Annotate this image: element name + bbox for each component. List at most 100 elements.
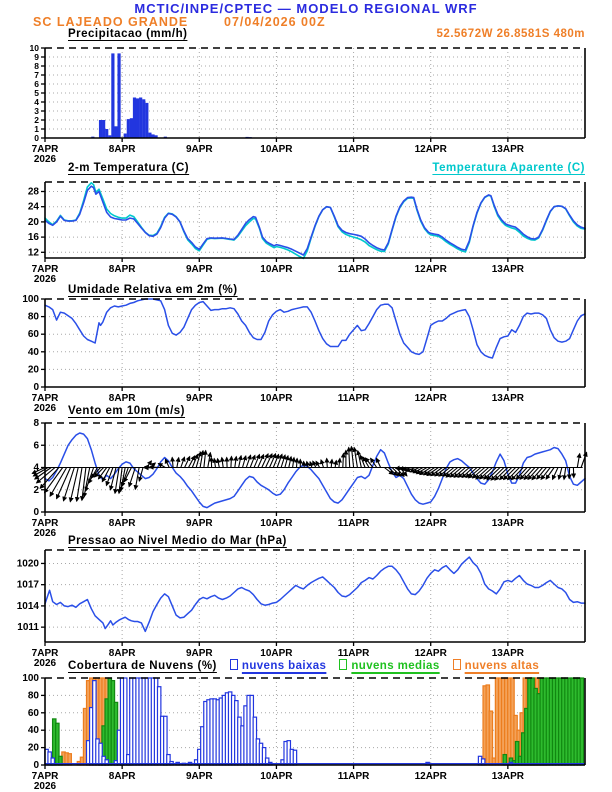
precip-bar: [114, 126, 118, 138]
x-axis-year: 2026: [34, 781, 57, 792]
x-tick-label: 12APR: [415, 648, 448, 659]
y-tick-label: 80: [28, 312, 40, 323]
y-tick-label: 0: [33, 382, 39, 393]
wind-title: Vento em 10m (m/s): [68, 405, 186, 417]
y-tick-label: 1017: [17, 580, 40, 591]
mid-clouds-swatch-icon: [339, 659, 348, 670]
precip-bar: [108, 135, 112, 138]
y-tick-label: 6: [33, 440, 39, 451]
line-2-m-Temperatura-(C): [44, 185, 586, 256]
y-tick-label: 0: [33, 507, 39, 518]
precip-bar: [117, 53, 121, 138]
y-tick-label: 100: [22, 673, 39, 684]
x-axis-year: 2026: [34, 403, 57, 414]
x-tick-label: 7APR: [32, 264, 59, 275]
y-tick-label: 1011: [17, 622, 39, 633]
temperature-title: 2-m Temperatura (C): [68, 162, 190, 174]
y-tick-label: 9: [34, 52, 39, 62]
y-tick-label: 2: [33, 485, 39, 496]
precip-bar: [129, 118, 133, 138]
humidity-title: Umidade Relativa em 2m (%): [68, 284, 238, 296]
x-tick-label: 11APR: [338, 648, 370, 659]
x-tick-label: 8APR: [109, 518, 136, 529]
x-tick-label: 10APR: [260, 264, 293, 275]
x-tick-label: 9APR: [186, 518, 213, 529]
x-tick-label: 7APR: [32, 771, 59, 782]
low-clouds-swatch-icon: [229, 659, 238, 670]
precip-bar: [151, 134, 155, 138]
y-tick-label: 6: [34, 79, 39, 89]
y-tick-label: 80: [28, 690, 40, 701]
y-tick-label: 8: [33, 418, 39, 429]
y-tick-label: 0: [33, 760, 39, 771]
wind-direction-arrows: [31, 445, 588, 503]
x-tick-label: 13APR: [492, 144, 525, 155]
y-tick-label: 24: [28, 202, 40, 213]
y-tick-label: 20: [28, 217, 40, 228]
y-tick-label: 40: [28, 725, 40, 736]
run-datetime: 07/04/2026 00Z: [224, 15, 326, 29]
y-tick-label: 40: [28, 347, 40, 358]
x-tick-label: 12APR: [415, 264, 448, 275]
y-tick-label: 0: [34, 133, 39, 143]
y-tick-label: 3: [34, 106, 39, 116]
x-tick-label: 8APR: [109, 264, 136, 275]
y-tick-label: 60: [28, 329, 40, 340]
x-tick-label: 7APR: [32, 518, 59, 529]
precip-bar: [102, 120, 106, 138]
legend-low-clouds: nuvens baixas: [229, 659, 326, 672]
precip-bar: [135, 98, 140, 138]
x-tick-label: 7APR: [32, 144, 59, 155]
x-tick-label: 12APR: [415, 771, 448, 782]
x-axis-year: 2026: [34, 658, 57, 669]
precip-bar: [148, 132, 152, 138]
y-tick-label: 100: [22, 294, 39, 305]
precip-bar: [105, 129, 109, 138]
precip-bar: [139, 97, 143, 138]
x-tick-label: 7APR: [32, 393, 59, 404]
pressure-title: Pressao ao Nivel Medio do Mar (hPa): [68, 535, 287, 547]
y-tick-label: 60: [28, 708, 40, 719]
x-tick-label: 9APR: [186, 144, 213, 155]
x-tick-label: 11APR: [338, 264, 370, 275]
x-tick-label: 10APR: [260, 648, 293, 659]
x-tick-label: 11APR: [338, 771, 370, 782]
y-tick-label: 2: [34, 115, 39, 125]
y-tick-label: 4: [34, 97, 39, 107]
cloud-cover-header: Cobertura de Nuvens (%) nuvens baixas nu…: [68, 659, 539, 672]
high-clouds-swatch-icon: [452, 659, 461, 670]
x-tick-label: 13APR: [492, 264, 525, 275]
y-tick-label: 20: [28, 743, 40, 754]
station-name: SC LAJEADO GRANDE: [33, 15, 189, 29]
y-tick-label: 28: [28, 187, 40, 198]
y-tick-label: 8: [34, 61, 39, 71]
x-tick-label: 13APR: [492, 393, 525, 404]
x-tick-label: 12APR: [415, 144, 448, 155]
x-tick-label: 8APR: [109, 393, 136, 404]
y-tick-label: 1: [34, 124, 39, 134]
precipitation-title: Precipitacao (mm/h): [68, 28, 188, 40]
legend-high-clouds: nuvens altas: [452, 659, 539, 672]
precip-bar: [111, 53, 115, 138]
y-tick-label: 1020: [17, 558, 40, 569]
x-tick-label: 9APR: [186, 264, 213, 275]
y-tick-label: 20: [28, 364, 40, 375]
precip-bar: [142, 99, 146, 138]
x-tick-label: 8APR: [109, 771, 136, 782]
cloud-cover-title: Cobertura de Nuvens (%): [68, 660, 217, 672]
precip-bar: [132, 97, 137, 138]
x-tick-label: 9APR: [186, 771, 213, 782]
x-tick-label: 8APR: [109, 144, 136, 155]
x-tick-label: 12APR: [415, 518, 448, 529]
y-tick-label: 10: [30, 43, 40, 53]
report-title: MCTIC/INPE/CPTEC — MODELO REGIONAL WRF: [134, 1, 478, 16]
x-axis-year: 2026: [34, 274, 57, 285]
y-tick-label: 4: [33, 463, 39, 474]
y-tick-label: 16: [28, 232, 40, 243]
